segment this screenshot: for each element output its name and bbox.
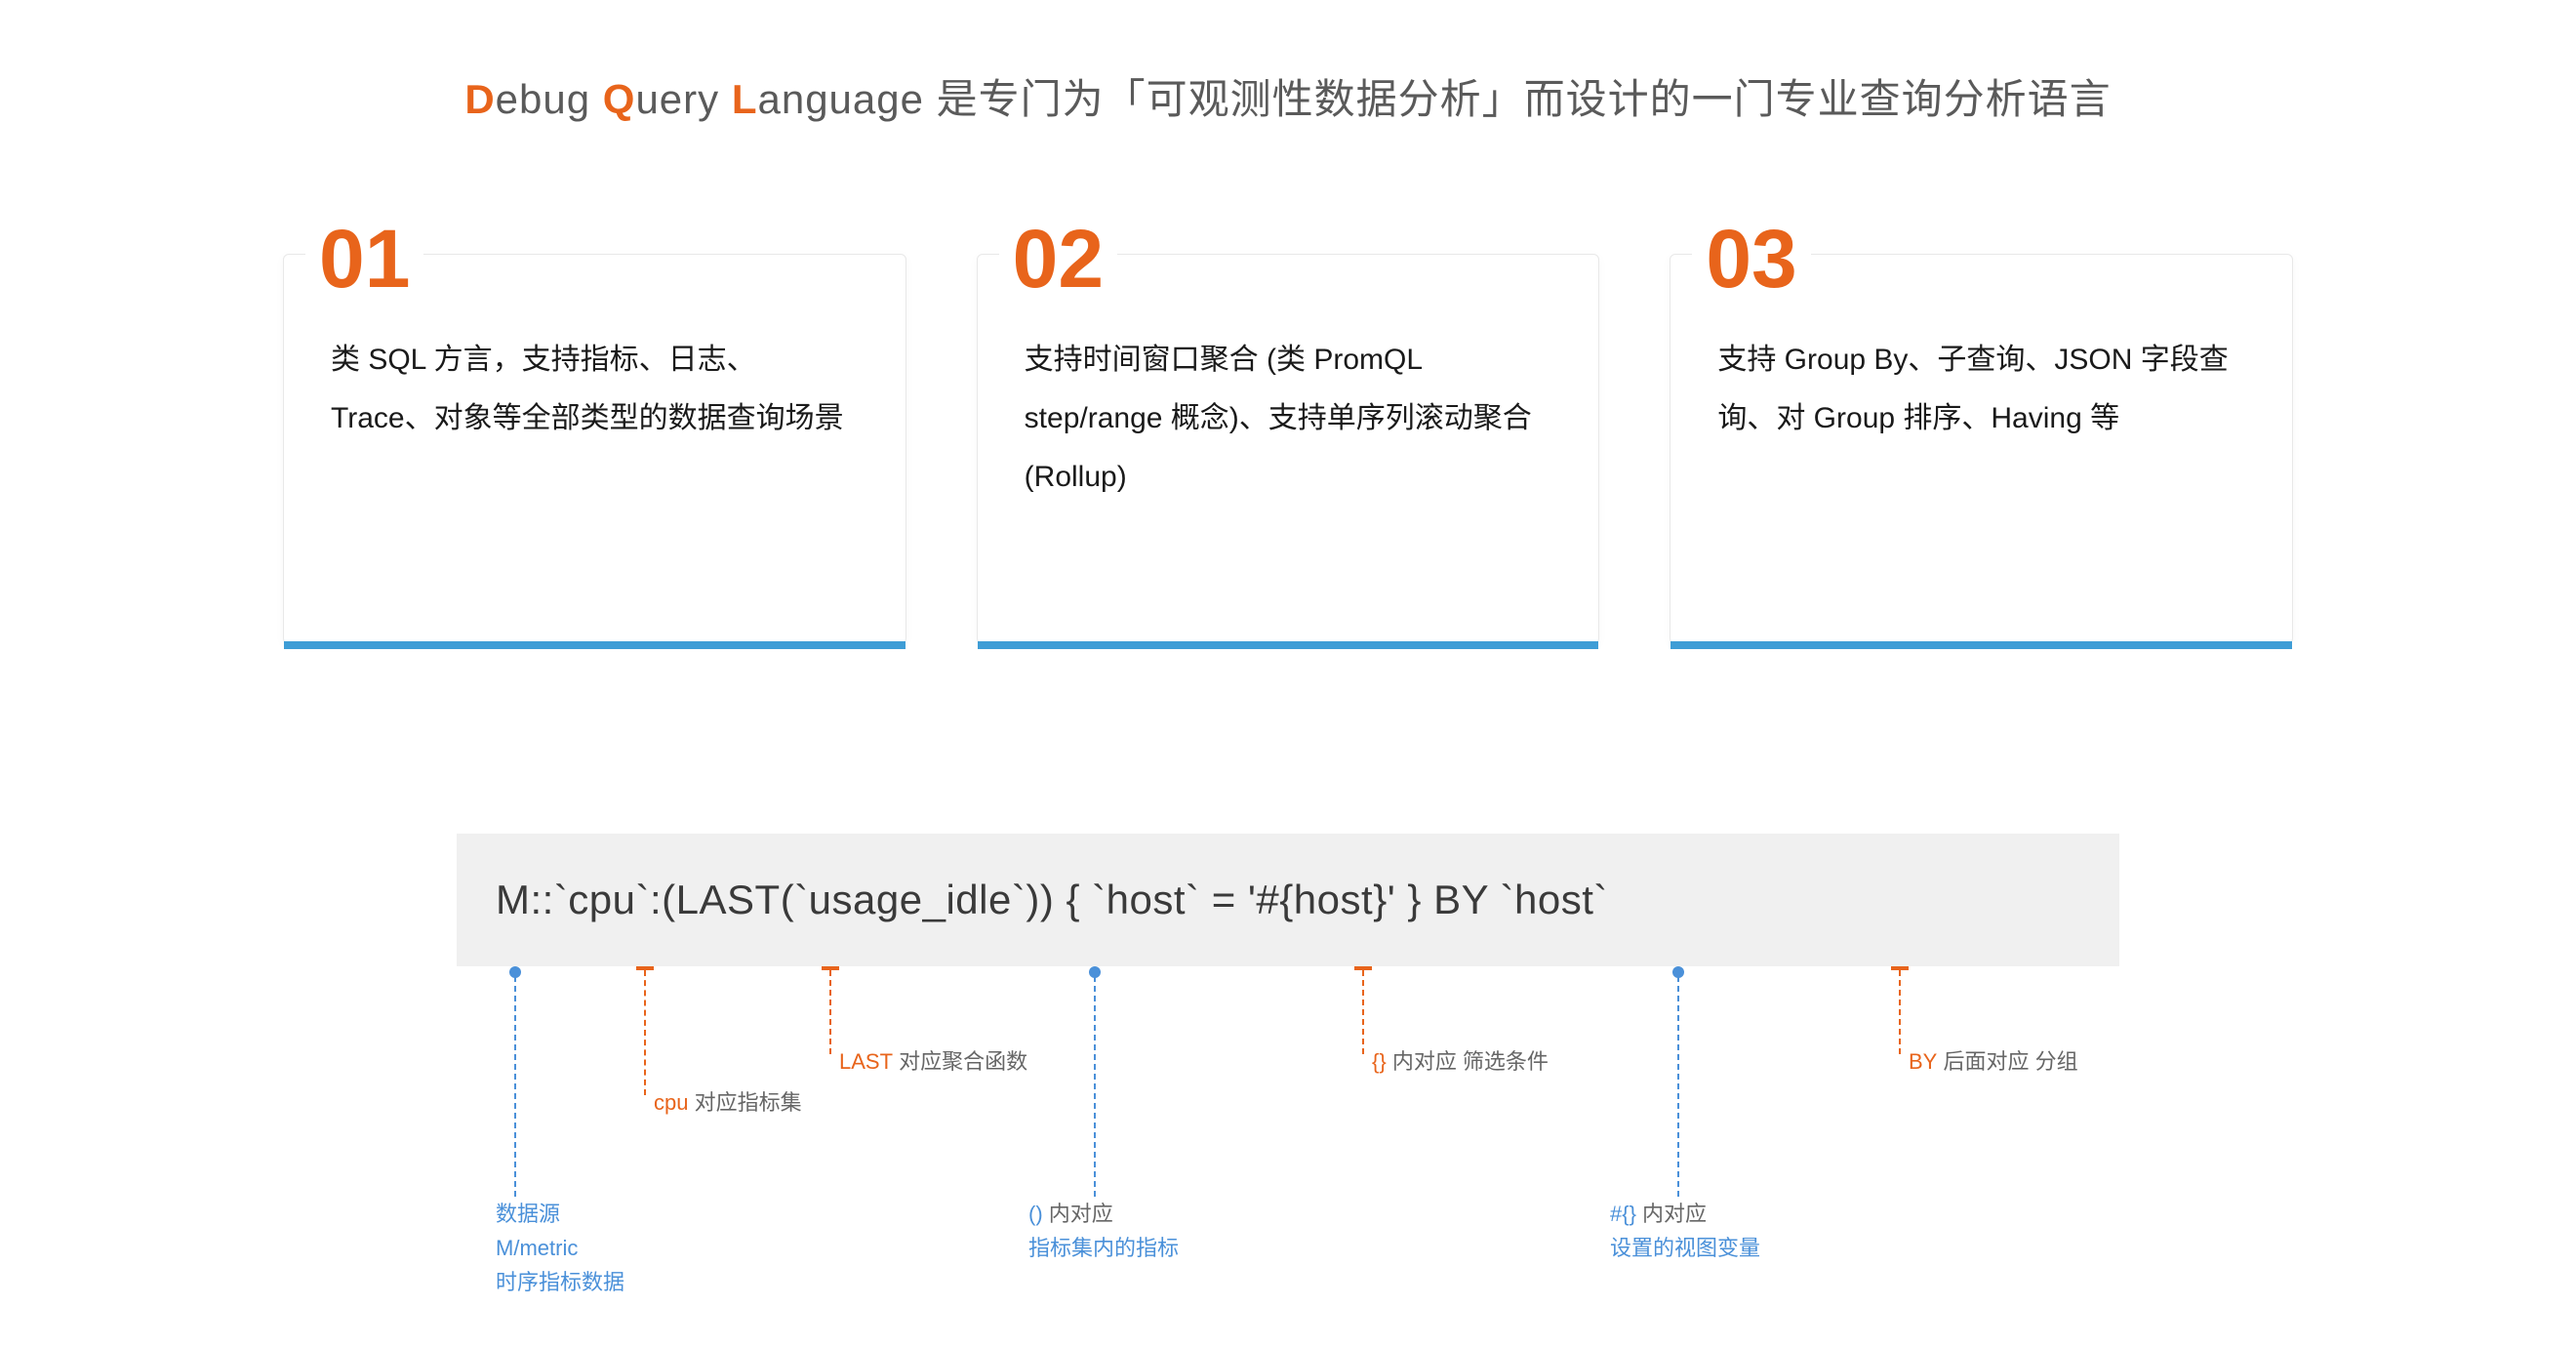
annotation-datasource: 数据源M/metric时序指标数据 bbox=[509, 966, 521, 1197]
title-rest-l: anguage 是专门为「可观测性数据分析」而设计的一门专业查询分析语言 bbox=[757, 76, 2111, 122]
annotation-cpu: cpu 对应指标集 bbox=[636, 966, 654, 1095]
card-text: 支持时间窗口聚合 (类 PromQL step/range 概念)、支持单序列滚… bbox=[1025, 331, 1552, 507]
page-title: Debug Query Language 是专门为「可观测性数据分析」而设计的一… bbox=[0, 66, 2576, 126]
annotation-tee bbox=[822, 966, 839, 970]
annotation-label: LAST 对应聚合函数 bbox=[839, 1044, 1027, 1079]
card-text: 支持 Group By、子查询、JSON 字段查询、对 Group 排序、Hav… bbox=[1717, 331, 2245, 448]
title-rest-d: ebug bbox=[496, 76, 603, 122]
card-number: 01 bbox=[305, 218, 423, 300]
card-text: 类 SQL 方言，支持指标、日志、Trace、对象等全部类型的数据查询场景 bbox=[331, 331, 859, 448]
annotation-label: 数据源M/metric时序指标数据 bbox=[496, 1197, 624, 1300]
annotation-braces: {} 内对应 筛选条件 bbox=[1354, 966, 1372, 1054]
annotation-last: LAST 对应聚合函数 bbox=[822, 966, 839, 1054]
card-01: 01 类 SQL 方言，支持指标、日志、Trace、对象等全部类型的数据查询场景 bbox=[283, 254, 906, 644]
title-accent-q: Q bbox=[603, 76, 636, 122]
annotation-line bbox=[514, 976, 516, 1197]
annotation-label: cpu 对应指标集 bbox=[654, 1085, 802, 1120]
card-02: 02 支持时间窗口聚合 (类 PromQL step/range 概念)、支持单… bbox=[977, 254, 1600, 644]
card-number: 02 bbox=[999, 218, 1117, 300]
card-underline bbox=[284, 641, 906, 649]
annotation-tee bbox=[1891, 966, 1909, 970]
annotation-label: #{} 内对应设置的视图变量 bbox=[1610, 1197, 1760, 1265]
title-accent-d: D bbox=[464, 76, 495, 122]
title-rest-q: uery bbox=[635, 76, 731, 122]
annotation-line bbox=[1677, 976, 1679, 1197]
annotation-label: BY 后面对应 分组 bbox=[1909, 1044, 2078, 1079]
annotation-tee bbox=[636, 966, 654, 970]
annotation-line bbox=[829, 970, 831, 1054]
query-example-block: M::`cpu`:(LAST(`usage_idle`)) { `host` =… bbox=[457, 834, 2119, 966]
annotation-dot bbox=[509, 966, 521, 978]
title-accent-l: L bbox=[732, 76, 758, 122]
annotation-hash: #{} 内对应设置的视图变量 bbox=[1672, 966, 1684, 1197]
card-underline bbox=[1670, 641, 2292, 649]
annotation-by: BY 后面对应 分组 bbox=[1891, 966, 1909, 1054]
card-number: 03 bbox=[1692, 218, 1810, 300]
annotation-dot bbox=[1089, 966, 1101, 978]
annotation-dot bbox=[1672, 966, 1684, 978]
annotation-label: {} 内对应 筛选条件 bbox=[1372, 1044, 1549, 1079]
annotation-tee bbox=[1354, 966, 1372, 970]
annotation-label: () 内对应指标集内的指标 bbox=[1028, 1197, 1179, 1265]
annotation-line bbox=[1094, 976, 1096, 1197]
annotation-parens: () 内对应指标集内的指标 bbox=[1089, 966, 1101, 1197]
feature-cards: 01 类 SQL 方言，支持指标、日志、Trace、对象等全部类型的数据查询场景… bbox=[283, 254, 2293, 644]
card-03: 03 支持 Group By、子查询、JSON 字段查询、对 Group 排序、… bbox=[1670, 254, 2293, 644]
annotation-line bbox=[1362, 970, 1364, 1054]
query-annotations: 数据源M/metric时序指标数据 cpu 对应指标集 LAST 对应聚合函数 () … bbox=[457, 966, 2119, 1318]
card-underline bbox=[978, 641, 1599, 649]
annotation-line bbox=[644, 970, 646, 1095]
annotation-line bbox=[1899, 970, 1901, 1054]
query-text: M::`cpu`:(LAST(`usage_idle`)) { `host` =… bbox=[496, 877, 1608, 923]
